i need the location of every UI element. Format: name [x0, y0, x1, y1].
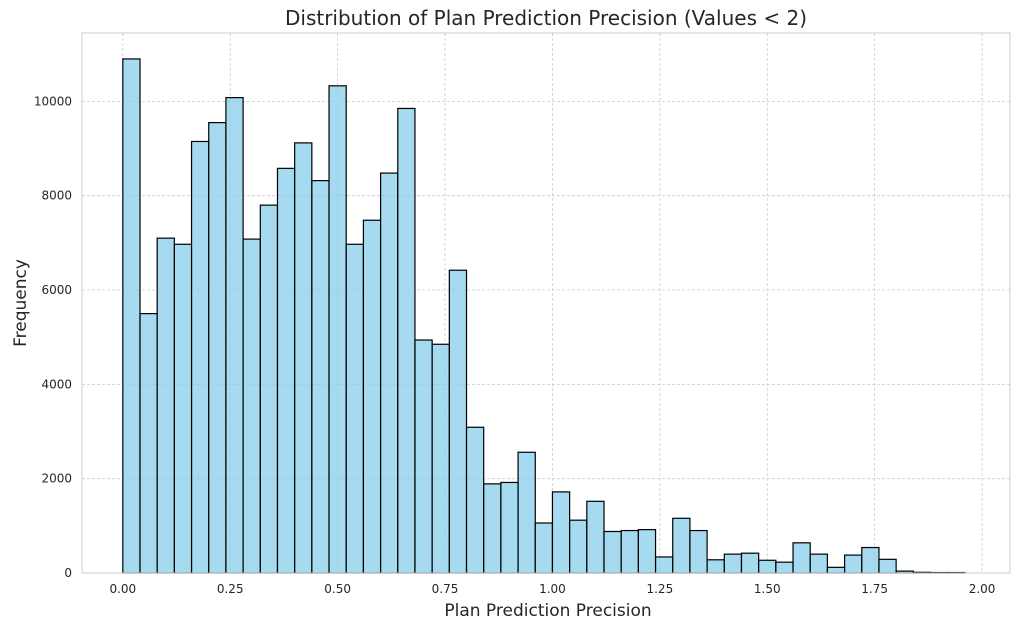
y-tick-label: 6000: [41, 283, 72, 297]
y-tick-label: 10000: [34, 94, 72, 108]
x-tick-label: 1.25: [646, 582, 673, 596]
histogram-bar: [758, 559, 777, 574]
x-tick-label: 0.25: [217, 582, 244, 596]
histogram-bar: [809, 553, 829, 574]
histogram-bar: [431, 343, 450, 574]
y-tick-label: 2000: [41, 472, 72, 486]
histogram-bar: [156, 237, 175, 574]
y-tick-label: 0: [64, 566, 72, 580]
histogram-bar: [225, 97, 244, 574]
histogram-bar: [379, 172, 399, 574]
plot-frame: [81, 32, 1011, 574]
y-ticks: 0 2000 4000 6000 8000 10000: [34, 94, 72, 580]
histogram-bar: [276, 167, 296, 574]
histogram-bar: [500, 481, 519, 574]
histogram-bar: [569, 519, 588, 574]
histogram-bar: [190, 140, 210, 574]
histogram-bar: [672, 517, 691, 574]
histogram-bar: [878, 558, 897, 574]
bars: [122, 58, 966, 574]
histogram-bar: [775, 561, 794, 574]
y-tick-label: 4000: [41, 377, 72, 391]
x-tick-label: 0.50: [324, 582, 351, 596]
histogram-bar: [483, 483, 502, 574]
histogram-bar: [122, 58, 141, 574]
histogram-bar: [826, 566, 846, 574]
histogram-bar: [345, 243, 365, 574]
histogram-bar: [723, 553, 743, 574]
x-tick-label: 1.75: [861, 582, 888, 596]
histogram-bar: [534, 522, 554, 574]
histogram-bar: [792, 542, 811, 574]
histogram-bar: [551, 491, 571, 574]
histogram-bar: [654, 556, 674, 574]
y-tick-label: 8000: [41, 189, 72, 203]
histogram-bar: [689, 529, 708, 574]
y-axis-label: Frequency: [11, 259, 31, 347]
x-tick-label: 2.00: [969, 582, 996, 596]
x-tick-label: 1.50: [754, 582, 781, 596]
histogram-bar: [706, 559, 725, 574]
histogram-bar: [740, 552, 760, 574]
histogram-bar: [414, 339, 433, 574]
histogram-bar: [620, 529, 639, 574]
chart-title: Distribution of Plan Prediction Precisio…: [285, 6, 807, 30]
histogram-bar: [465, 426, 485, 574]
histogram-bar: [586, 500, 605, 574]
histogram-bar: [242, 238, 261, 574]
x-tick-label: 0.00: [109, 582, 136, 596]
x-ticks: 0.00 0.25 0.50 0.75 1.00 1.25 1.50 1.75 2.00: [109, 582, 995, 596]
histogram-bar: [861, 546, 880, 574]
histogram-bar: [311, 180, 330, 574]
x-axis-label: Plan Prediction Precision: [444, 601, 651, 621]
histogram-bar: [294, 142, 313, 574]
histogram-bar: [637, 529, 657, 574]
histogram-bar: [843, 554, 863, 574]
histogram-bar: [328, 85, 347, 574]
histogram-bar: [397, 107, 416, 574]
histogram-bar: [139, 313, 158, 574]
x-tick-label: 0.75: [432, 582, 459, 596]
histogram-bar: [517, 451, 536, 574]
histogram-bar: [259, 204, 279, 574]
histogram-bar: [173, 243, 193, 574]
histogram-bar: [603, 530, 622, 574]
histogram-bar: [362, 219, 382, 574]
histogram-bar: [448, 269, 468, 574]
x-tick-label: 1.00: [539, 582, 566, 596]
histogram-bar: [208, 122, 227, 574]
